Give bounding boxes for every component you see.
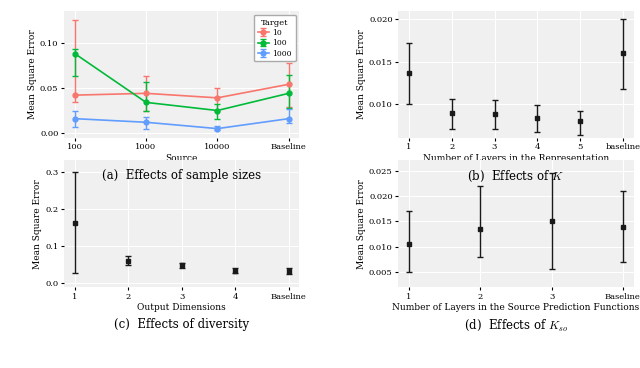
Y-axis label: Mean Square Error: Mean Square Error xyxy=(33,179,42,269)
Legend: 10, 100, 1000: 10, 100, 1000 xyxy=(254,15,296,61)
Y-axis label: Mean Square Error: Mean Square Error xyxy=(357,29,366,119)
Text: (c)  Effects of diversity: (c) Effects of diversity xyxy=(114,318,249,331)
Y-axis label: Mean Square Error: Mean Square Error xyxy=(357,179,366,269)
Text: (b)  Effects of $K$: (b) Effects of $K$ xyxy=(467,169,564,184)
Text: (d)  Effects of $K_{so}$: (d) Effects of $K_{so}$ xyxy=(464,318,568,333)
X-axis label: Number of Layers in the Source Prediction Functions: Number of Layers in the Source Predictio… xyxy=(392,303,639,312)
Text: (a)  Effects of sample sizes: (a) Effects of sample sizes xyxy=(102,169,261,182)
X-axis label: Number of Layers in the Representation: Number of Layers in the Representation xyxy=(423,154,609,163)
X-axis label: Source: Source xyxy=(166,154,198,163)
X-axis label: Output Dimensions: Output Dimensions xyxy=(138,303,226,312)
Y-axis label: Mean Square Error: Mean Square Error xyxy=(28,29,37,119)
